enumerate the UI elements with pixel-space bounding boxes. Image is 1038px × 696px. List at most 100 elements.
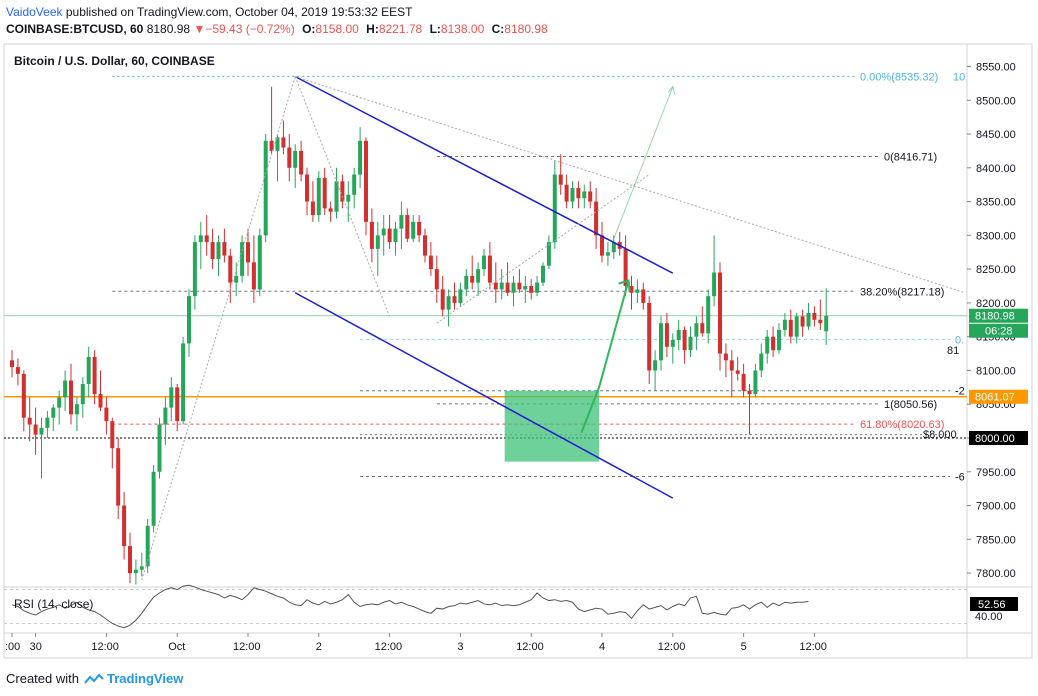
candle-body[interactable] bbox=[464, 275, 469, 290]
tradingview-logo[interactable]: TradingView bbox=[84, 671, 183, 686]
candle-body[interactable] bbox=[74, 404, 79, 415]
candle-body[interactable] bbox=[369, 221, 374, 249]
candle-body[interactable] bbox=[181, 343, 186, 422]
candle-body[interactable] bbox=[92, 356, 97, 395]
candle-body[interactable] bbox=[664, 323, 669, 347]
candle-body[interactable] bbox=[310, 201, 315, 216]
candle-body[interactable] bbox=[729, 360, 734, 371]
candle-body[interactable] bbox=[198, 235, 203, 243]
candle-body[interactable] bbox=[523, 286, 528, 290]
candle-body[interactable] bbox=[676, 329, 681, 341]
candle-body[interactable] bbox=[741, 373, 746, 391]
candle-body[interactable] bbox=[818, 319, 823, 324]
candle-body[interactable] bbox=[694, 323, 699, 337]
candle-body[interactable] bbox=[735, 370, 740, 374]
candle-body[interactable] bbox=[718, 272, 722, 354]
candle-body[interactable] bbox=[251, 262, 256, 290]
candle-body[interactable] bbox=[782, 319, 787, 330]
candle-body[interactable] bbox=[240, 242, 245, 276]
candle-body[interactable] bbox=[275, 137, 280, 151]
candle-body[interactable] bbox=[794, 316, 799, 337]
candle-body[interactable] bbox=[582, 191, 587, 199]
candle-body[interactable] bbox=[417, 221, 422, 236]
candle-body[interactable] bbox=[364, 140, 368, 222]
candle-body[interactable] bbox=[57, 397, 62, 408]
candle-body[interactable] bbox=[552, 174, 557, 243]
candle-body[interactable] bbox=[45, 417, 50, 428]
candle-body[interactable] bbox=[529, 286, 534, 293]
candle-body[interactable] bbox=[228, 255, 233, 283]
candle-body[interactable] bbox=[216, 242, 221, 259]
candle-body[interactable] bbox=[600, 235, 604, 256]
candle-body[interactable] bbox=[511, 282, 516, 293]
candle-body[interactable] bbox=[517, 282, 522, 290]
candle-body[interactable] bbox=[263, 140, 268, 236]
candle-body[interactable] bbox=[588, 191, 593, 202]
candle-body[interactable] bbox=[246, 242, 250, 263]
candle-body[interactable] bbox=[104, 407, 109, 422]
candle-body[interactable] bbox=[440, 289, 445, 310]
candle-body[interactable] bbox=[151, 471, 156, 526]
candle-body[interactable] bbox=[299, 150, 304, 175]
candle-body[interactable] bbox=[222, 242, 227, 256]
candle-body[interactable] bbox=[499, 282, 504, 290]
candle-body[interactable] bbox=[110, 421, 115, 449]
candle-body[interactable] bbox=[558, 174, 563, 185]
candle-body[interactable] bbox=[139, 566, 144, 570]
candle-body[interactable] bbox=[287, 147, 292, 168]
candle-body[interactable] bbox=[10, 360, 14, 368]
candle-body[interactable] bbox=[163, 407, 168, 425]
candle-body[interactable] bbox=[659, 323, 663, 361]
candle-body[interactable] bbox=[535, 282, 540, 293]
candle-body[interactable] bbox=[210, 242, 215, 259]
candle-body[interactable] bbox=[706, 296, 711, 334]
candle-body[interactable] bbox=[175, 387, 180, 422]
candle-body[interactable] bbox=[133, 569, 138, 574]
candle-body[interactable] bbox=[487, 255, 492, 283]
candle-body[interactable] bbox=[257, 235, 262, 290]
candle-body[interactable] bbox=[812, 313, 817, 320]
candle-body[interactable] bbox=[169, 387, 174, 408]
candle-body[interactable] bbox=[505, 282, 510, 293]
candle-body[interactable] bbox=[145, 525, 150, 567]
candle-body[interactable] bbox=[635, 289, 640, 293]
candle-body[interactable] bbox=[69, 380, 73, 415]
candle-body[interactable] bbox=[358, 140, 363, 175]
candle-body[interactable] bbox=[546, 242, 551, 266]
candle-body[interactable] bbox=[423, 235, 427, 256]
candle-body[interactable] bbox=[411, 221, 416, 239]
candle-body[interactable] bbox=[375, 235, 380, 249]
candle-body[interactable] bbox=[33, 424, 38, 435]
candle-body[interactable] bbox=[788, 319, 793, 337]
candle-body[interactable] bbox=[322, 177, 327, 209]
candle-body[interactable] bbox=[204, 235, 209, 243]
candle-body[interactable] bbox=[688, 336, 693, 351]
candle-body[interactable] bbox=[281, 137, 286, 148]
candle-body[interactable] bbox=[765, 336, 770, 354]
candle-body[interactable] bbox=[806, 313, 811, 327]
candle-body[interactable] bbox=[116, 448, 121, 506]
candle-body[interactable] bbox=[80, 383, 85, 405]
candle-body[interactable] bbox=[670, 340, 675, 347]
candle-body[interactable] bbox=[623, 248, 628, 287]
candle-body[interactable] bbox=[493, 282, 498, 290]
candle-body[interactable] bbox=[269, 140, 274, 151]
candle-body[interactable] bbox=[157, 424, 162, 472]
candle-body[interactable] bbox=[192, 242, 197, 297]
candle-body[interactable] bbox=[564, 184, 569, 202]
candle-body[interactable] bbox=[771, 336, 776, 351]
candle-body[interactable] bbox=[476, 269, 481, 283]
candle-body[interactable] bbox=[293, 150, 298, 168]
candle-body[interactable] bbox=[51, 407, 56, 418]
candle-body[interactable] bbox=[305, 174, 309, 202]
candle-body[interactable] bbox=[700, 323, 705, 334]
channel-upper-line[interactable] bbox=[294, 75, 674, 274]
candle-body[interactable] bbox=[629, 286, 634, 293]
candle-body[interactable] bbox=[605, 252, 610, 256]
candle-body[interactable] bbox=[39, 427, 44, 435]
candle-body[interactable] bbox=[482, 255, 486, 270]
candle-body[interactable] bbox=[777, 329, 781, 351]
candle-body[interactable] bbox=[570, 188, 575, 202]
candle-body[interactable] bbox=[541, 265, 545, 283]
